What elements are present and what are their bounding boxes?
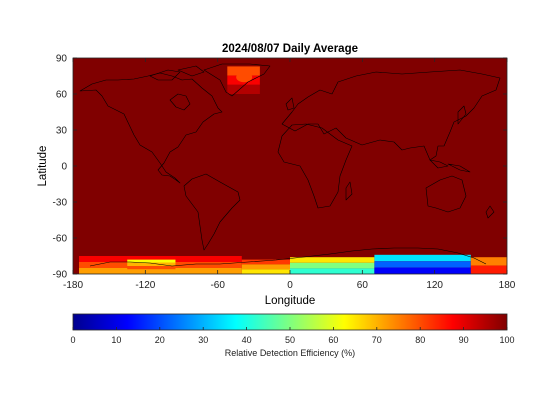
colorbar-label: Relative Detection Efficiency (%) (225, 348, 355, 358)
coastline-british-isles (285, 97, 295, 111)
coastline-north-america (79, 72, 223, 184)
heatmap-cell (241, 264, 290, 270)
coastline-madagascar (345, 181, 353, 201)
heatmap-cell (374, 261, 471, 268)
heatmap-cell (79, 268, 242, 274)
heatmap-cell (290, 257, 375, 263)
heatmap-cell (227, 66, 260, 76)
x-axis-label: Longitude (265, 295, 316, 307)
heatmap-cell (127, 262, 176, 266)
coastline-eurasia (281, 69, 501, 161)
x-tick-label: -180 (63, 280, 83, 291)
heatmap-cell (241, 259, 290, 265)
heatmap-peak (236, 72, 253, 83)
x-tick-label: 0 (287, 280, 293, 291)
coastline-indonesia (429, 159, 471, 173)
colorbar-tick-label: 60 (328, 335, 338, 345)
heatmap-cell (290, 262, 375, 269)
coastline-africa (277, 123, 353, 209)
x-tick-label: -60 (210, 280, 225, 291)
coastline-new-zealand (485, 205, 495, 219)
y-tick-label: 90 (56, 54, 68, 65)
heatmap-cell (470, 257, 507, 266)
coastline-greenland (203, 63, 271, 97)
x-axis-ticks: -180 -120 -60 0 60 120 180 (63, 58, 516, 291)
y-tick-label: 0 (61, 162, 67, 173)
heatmap-cell (374, 254, 471, 262)
y-axis-ticks: 90 60 30 0 -30 -60 -90 (53, 54, 507, 281)
colorbar: 0 10 20 30 40 50 60 70 80 90 100 Relative Detectio… (70, 313, 515, 358)
chart-title: 2024/08/07 Daily Average (222, 43, 358, 55)
heatmap-cell (79, 256, 242, 262)
colorbar-tick-label: 0 (70, 335, 75, 345)
x-tick-label: -120 (135, 280, 155, 291)
colorbar-tick-label: 30 (198, 335, 208, 345)
coastline-south-america (183, 173, 241, 251)
heatmap-cell (470, 265, 507, 274)
colorbar-tick-label: 50 (285, 335, 295, 345)
coastline-hudson-bay (169, 93, 191, 111)
x-tick-label: 180 (499, 280, 516, 291)
heatmap-cell (127, 259, 176, 263)
axes: -180 -120 -60 0 60 120 180 90 60 30 0 -30 -60 -90 (53, 54, 516, 292)
colorbar-tick-label: 70 (372, 335, 382, 345)
coastline-japan (457, 105, 467, 125)
heatmap-background (73, 58, 507, 274)
heatmap-cells (79, 66, 507, 274)
colorbar-tick-label: 90 (459, 335, 469, 345)
y-tick-label: 30 (56, 126, 68, 137)
coastline-australia (425, 175, 467, 213)
y-tick-label: -30 (53, 198, 68, 209)
y-tick-label: -60 (53, 234, 68, 245)
x-tick-label: 120 (426, 280, 443, 291)
heatmap-cell (374, 267, 471, 274)
heatmap-cell (241, 269, 290, 274)
colorbar-tick-label: 80 (415, 335, 425, 345)
x-tick-label: 60 (357, 280, 369, 291)
coastlines (79, 63, 501, 267)
coastline-antarctica (89, 247, 487, 267)
heatmap-area (73, 58, 507, 274)
y-tick-label: -90 (53, 270, 68, 281)
colorbar-tick-label: 40 (242, 335, 252, 345)
colorbar-tick-label: 20 (155, 335, 165, 345)
heatmap-cell (127, 266, 176, 270)
y-tick-label: 60 (56, 90, 68, 101)
heatmap-cell (290, 268, 375, 274)
coastline-arctic-islands (149, 65, 205, 81)
colorbar-tick-label: 100 (499, 335, 514, 345)
colorbar-tick-label: 10 (111, 335, 121, 345)
heatmap-cell (227, 84, 260, 94)
colorbar-ticks: 0 10 20 30 40 50 60 70 80 90 100 (70, 327, 515, 345)
y-axis-label: Latitude (37, 146, 49, 187)
